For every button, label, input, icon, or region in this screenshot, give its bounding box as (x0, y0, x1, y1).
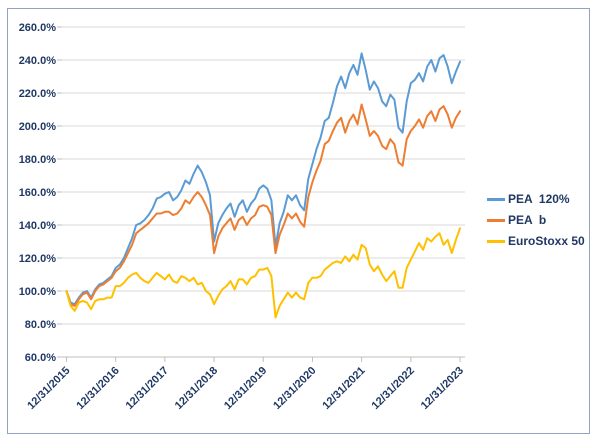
y-tick-label: 200.0% (19, 121, 57, 133)
y-tick-label: 220.0% (19, 88, 57, 100)
legend-item-eurostoxx-50: EuroStoxx 50 (487, 231, 585, 252)
pea-b-line-marker (487, 219, 505, 222)
eurostoxx-50-line-marker (487, 240, 505, 243)
x-tick-label: 12/31/2018 (173, 365, 220, 412)
x-tick-label: 12/31/2016 (74, 365, 121, 412)
y-tick-label: 100.0% (19, 286, 57, 298)
series-lines (65, 52, 461, 319)
y-tick-label: 140.0% (19, 220, 57, 232)
y-tick-label: 60.0% (25, 352, 56, 364)
series-line-pea-120 (65, 52, 461, 306)
y-tick-label: 120.0% (19, 253, 57, 265)
x-tick-label: 12/31/2017 (124, 365, 171, 412)
series-line-pea-b (65, 103, 461, 307)
x-tick-label: 12/31/2015 (25, 365, 72, 412)
y-tick-label: 240.0% (19, 55, 57, 67)
x-tick-label: 12/31/2023 (419, 365, 466, 412)
y-tick-label: 180.0% (19, 154, 57, 166)
y-tick-label: 80.0% (25, 319, 56, 331)
legend-label-pea-120: PEA 120% (508, 192, 570, 206)
x-tick-label: 12/31/2020 (271, 365, 318, 412)
x-tick-label: 12/31/2019 (222, 365, 269, 412)
x-axis-labels: 12/31/2015 12/31/2016 12/31/2017 12/31/2018… (25, 365, 466, 412)
legend-item-pea-120: PEA 120% (487, 189, 585, 210)
y-tick-label: 160.0% (19, 187, 57, 199)
series-line-eurostoxx-50 (65, 227, 461, 319)
y-tick-label: 260.0% (19, 22, 57, 34)
x-tick-label: 12/31/2021 (320, 365, 367, 412)
legend: PEA 120% PEA b EuroStoxx 50 (487, 189, 585, 252)
legend-item-pea-b: PEA b (487, 210, 585, 231)
axis-lines-and-ticks (57, 26, 465, 362)
legend-label-pea-b: PEA b (508, 213, 547, 227)
pea-120-line-marker (487, 198, 505, 201)
x-tick-label: 12/31/2022 (370, 365, 417, 412)
y-axis-labels: 260.0% 240.0% 220.0% 200.0% 180.0% 160.0% 140.… (19, 22, 57, 364)
legend-label-eurostoxx-50: EuroStoxx 50 (508, 234, 585, 248)
gridlines (62, 26, 465, 325)
